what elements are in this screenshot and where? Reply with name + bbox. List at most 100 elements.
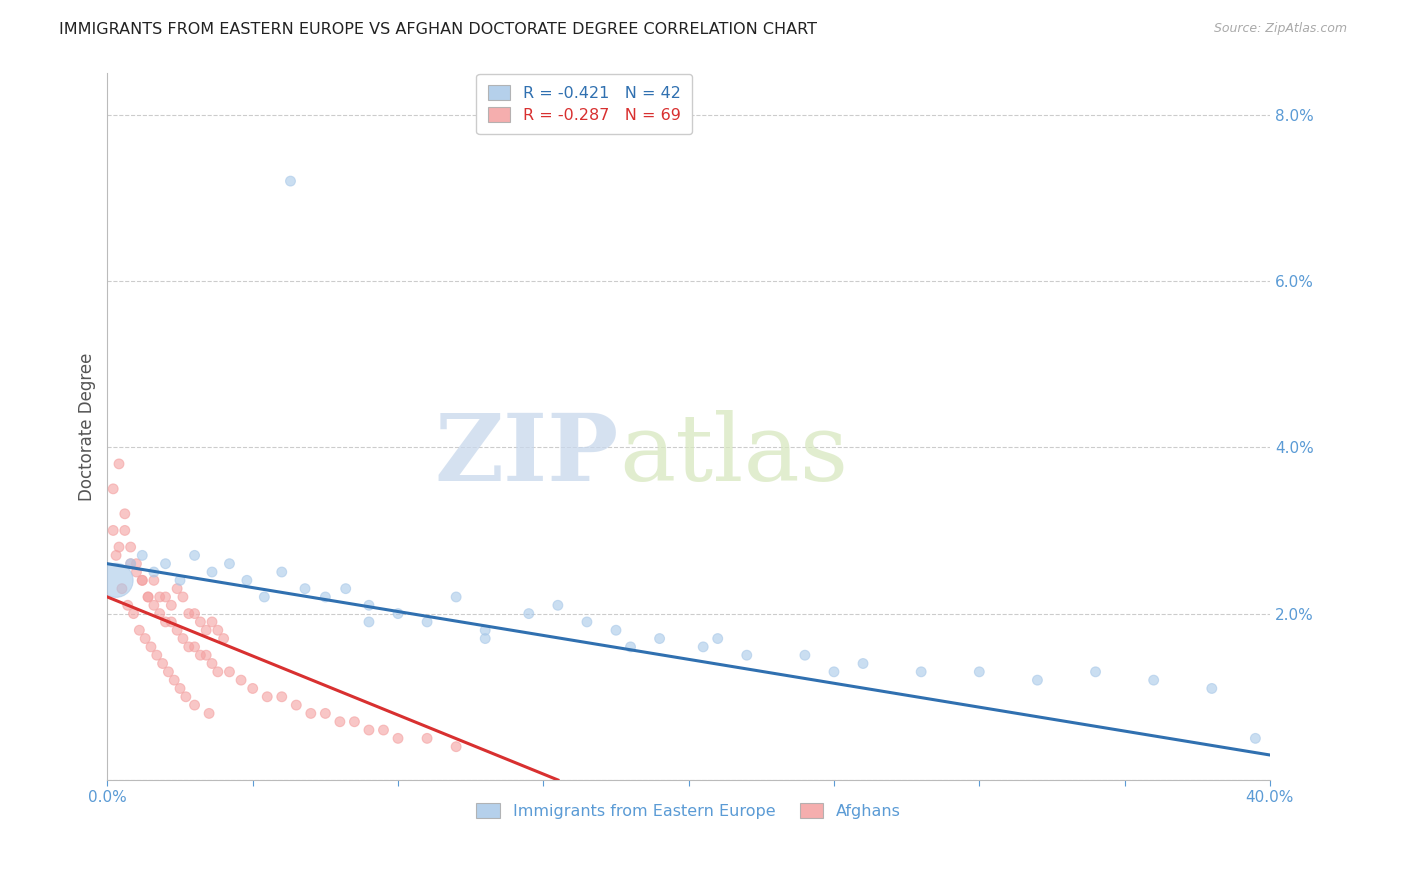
Point <box>201 565 224 579</box>
Point <box>270 690 292 704</box>
Point <box>177 607 200 621</box>
Point <box>329 714 352 729</box>
Point <box>270 565 292 579</box>
Point <box>256 690 278 704</box>
Point <box>142 565 165 579</box>
Point <box>131 549 153 563</box>
Point <box>280 174 302 188</box>
Text: atlas: atlas <box>619 409 848 500</box>
Point <box>160 599 183 613</box>
Point <box>1084 665 1107 679</box>
Point <box>474 632 496 646</box>
Point <box>174 690 197 704</box>
Point <box>387 607 409 621</box>
Point <box>183 607 205 621</box>
Point <box>190 648 212 663</box>
Point <box>108 457 131 471</box>
Point <box>117 599 139 613</box>
Point <box>172 590 194 604</box>
Point <box>201 615 224 629</box>
Point <box>335 582 357 596</box>
Point <box>183 640 205 654</box>
Point <box>103 482 125 496</box>
Point <box>183 549 205 563</box>
Point <box>142 599 165 613</box>
Point <box>357 723 380 737</box>
Point <box>575 615 598 629</box>
Point <box>619 640 641 654</box>
Legend: Immigrants from Eastern Europe, Afghans: Immigrants from Eastern Europe, Afghans <box>470 797 907 825</box>
Point <box>103 524 125 538</box>
Point <box>910 665 932 679</box>
Point <box>149 607 172 621</box>
Point <box>387 731 409 746</box>
Point <box>1201 681 1223 696</box>
Text: ZIP: ZIP <box>434 409 619 500</box>
Point <box>793 648 815 663</box>
Point <box>242 681 264 696</box>
Point <box>120 557 142 571</box>
Point <box>108 540 131 554</box>
Point <box>169 574 191 588</box>
Point <box>218 557 240 571</box>
Point <box>218 665 240 679</box>
Point <box>735 648 758 663</box>
Point <box>212 632 235 646</box>
Point <box>142 574 165 588</box>
Point <box>105 574 128 588</box>
Point <box>474 624 496 638</box>
Point <box>163 673 186 687</box>
Point <box>111 582 134 596</box>
Point <box>136 590 159 604</box>
Point <box>236 574 259 588</box>
Point <box>547 599 569 613</box>
Point <box>114 524 136 538</box>
Point <box>1244 731 1267 746</box>
Point <box>183 698 205 712</box>
Point <box>823 665 845 679</box>
Point <box>122 607 145 621</box>
Point <box>166 624 188 638</box>
Point <box>152 657 174 671</box>
Point <box>131 574 153 588</box>
Point <box>852 657 875 671</box>
Point <box>169 681 191 696</box>
Point <box>172 632 194 646</box>
Point <box>692 640 714 654</box>
Point <box>444 590 467 604</box>
Point <box>120 540 142 554</box>
Point <box>139 640 162 654</box>
Point <box>198 706 221 721</box>
Point <box>207 665 229 679</box>
Point <box>294 582 316 596</box>
Point <box>149 590 172 604</box>
Point <box>357 615 380 629</box>
Point <box>207 624 229 638</box>
Point <box>131 574 153 588</box>
Point <box>229 673 252 687</box>
Point <box>373 723 395 737</box>
Point <box>195 624 218 638</box>
Point <box>706 632 728 646</box>
Point <box>125 557 148 571</box>
Text: Source: ZipAtlas.com: Source: ZipAtlas.com <box>1213 22 1347 36</box>
Point <box>120 557 142 571</box>
Point <box>357 599 380 613</box>
Point <box>195 648 218 663</box>
Point <box>605 624 627 638</box>
Y-axis label: Doctorate Degree: Doctorate Degree <box>79 352 96 500</box>
Point <box>155 557 177 571</box>
Point <box>285 698 308 712</box>
Point <box>416 731 439 746</box>
Point <box>299 706 322 721</box>
Point <box>128 624 150 638</box>
Point <box>314 590 336 604</box>
Point <box>343 714 366 729</box>
Point <box>125 565 148 579</box>
Point <box>517 607 540 621</box>
Point <box>105 549 128 563</box>
Point <box>146 648 169 663</box>
Point <box>114 507 136 521</box>
Point <box>160 615 183 629</box>
Point <box>136 590 159 604</box>
